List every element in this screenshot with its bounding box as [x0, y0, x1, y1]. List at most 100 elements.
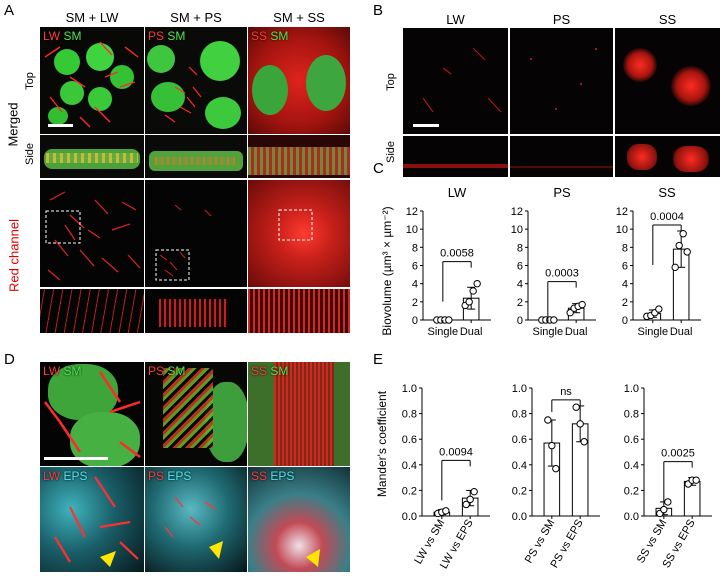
sig-annotation: 0.0025	[661, 448, 695, 460]
data-point	[578, 300, 586, 309]
a-header-ps: SM + PS	[170, 10, 222, 25]
y-tick-label: 8	[412, 242, 418, 254]
d-top-ps: PS SM	[145, 362, 247, 466]
d-bottom-ps: PS EPS	[145, 467, 247, 572]
data-point	[671, 263, 679, 272]
y-tick-label: 0.0	[402, 511, 417, 523]
a-row-merged-label: Merged	[5, 102, 21, 147]
chart-title: SS	[658, 185, 676, 200]
data-point	[465, 298, 473, 306]
y-tick-label: 0.0	[512, 511, 527, 523]
x-tick-label: Single	[533, 326, 564, 338]
y-tick-label: 6	[622, 261, 628, 273]
data-point	[664, 498, 672, 506]
b-top-ss	[615, 28, 720, 134]
y-tick-label: 0.2	[624, 485, 639, 497]
x-tick-label: Dual	[565, 326, 588, 338]
a-header-lw: SM + LW	[65, 10, 119, 25]
data-point	[683, 248, 691, 256]
a-tag-ps: PS SM	[148, 29, 186, 43]
y-tick-label: 2	[412, 297, 418, 309]
data-point	[655, 305, 663, 313]
data-point	[576, 420, 584, 428]
y-tick-label: 1.0	[512, 383, 527, 395]
sig-annotation: 0.0058	[440, 248, 474, 260]
x-tick-label: Single	[428, 326, 459, 338]
d-bottom-lw: LW EPS	[40, 467, 144, 572]
data-point	[466, 495, 474, 504]
d-tag-bottom-ss: SS EPS	[251, 469, 295, 483]
data-point	[473, 279, 481, 288]
y-tick-label: 10	[511, 224, 523, 236]
panel-label-a: A	[4, 2, 15, 19]
b-top-label: Top	[385, 73, 397, 91]
data-point	[692, 476, 700, 484]
data-point	[566, 309, 574, 317]
data-point	[548, 441, 556, 450]
y-tick-label: 12	[406, 206, 418, 218]
y-tick-label: 2	[517, 297, 523, 309]
a-merged-side-ps	[145, 135, 247, 178]
panel-label-b: B	[373, 2, 384, 19]
y-tick-label: 0.6	[402, 434, 417, 446]
y-tick-label: 1.0	[624, 383, 639, 395]
data-point	[679, 230, 687, 238]
y-tick-label: 10	[406, 224, 418, 236]
sig-annotation: 0.0004	[650, 211, 684, 223]
y-tick-label: 6	[517, 261, 523, 273]
y-tick-label: 0.4	[402, 460, 417, 472]
chart-title: LW	[448, 185, 467, 200]
c-y-label: Biovolume (µm³ × µm⁻²)	[380, 206, 394, 336]
x-tick-label: Dual	[670, 326, 693, 338]
y-tick-label: 8	[622, 242, 628, 254]
y-tick-label: 0.6	[624, 434, 639, 446]
d-tag-bottom-lw: LW EPS	[43, 469, 88, 483]
y-tick-label: 1.0	[402, 383, 417, 395]
b-side-ps	[510, 136, 613, 177]
b-header-lw: LW	[446, 12, 465, 27]
a-red-side-ps	[145, 289, 247, 333]
sig-annotation: 0.0094	[439, 446, 473, 458]
data-point	[462, 500, 470, 509]
y-tick-label: 0	[622, 315, 628, 327]
panel-label-d: D	[4, 351, 15, 368]
a-red-top-ps	[145, 180, 247, 287]
e-y-label: Mander's coefficient	[375, 390, 389, 498]
data-point	[550, 316, 558, 324]
b-header-ps: PS	[552, 12, 571, 27]
y-tick-label: 0.0	[624, 511, 639, 523]
y-tick-label: 6	[412, 261, 418, 273]
y-tick-label: 0.6	[512, 434, 527, 446]
b-header-ss: SS	[658, 12, 677, 27]
d-tag-bottom-ps: PS EPS	[148, 469, 192, 483]
a-merged-top-lw: LW SM	[40, 27, 144, 134]
x-tick-label: Single	[638, 326, 669, 338]
a-red-top-ss	[248, 180, 350, 287]
sig-annotation: ns	[560, 386, 572, 398]
d-tag-top-ps: PS SM	[148, 364, 186, 378]
chart-c-lw: LW 0 2 4 6 8 10 12 Single Dual 0.0058	[406, 185, 491, 338]
a-side-label: Side	[24, 142, 36, 166]
a-merged-top-ss: SS SM	[248, 27, 350, 134]
a-row-red-label: Red channel	[6, 219, 22, 292]
d-top-ss: SS SM	[248, 362, 350, 466]
y-tick-label: 8	[517, 242, 523, 254]
a-top-label: Top	[24, 72, 36, 90]
d-bottom-ss: SS EPS	[248, 467, 350, 572]
y-tick-label: 0	[517, 315, 523, 327]
data-point	[470, 487, 478, 496]
d-tag-top-lw: LW SM	[43, 364, 82, 378]
y-tick-label: 10	[616, 224, 628, 236]
y-tick-label: 4	[412, 279, 418, 291]
y-tick-label: 12	[616, 206, 628, 218]
y-tick-label: 12	[511, 206, 523, 218]
a-red-top-lw	[40, 180, 144, 287]
data-point	[580, 438, 588, 446]
data-point	[660, 505, 668, 514]
d-tag-top-ss: SS SM	[251, 364, 289, 378]
y-tick-label: 0.2	[402, 485, 417, 497]
y-tick-label: 0.8	[624, 409, 639, 421]
data-point	[469, 287, 477, 295]
y-tick-label: 0.4	[624, 460, 639, 472]
